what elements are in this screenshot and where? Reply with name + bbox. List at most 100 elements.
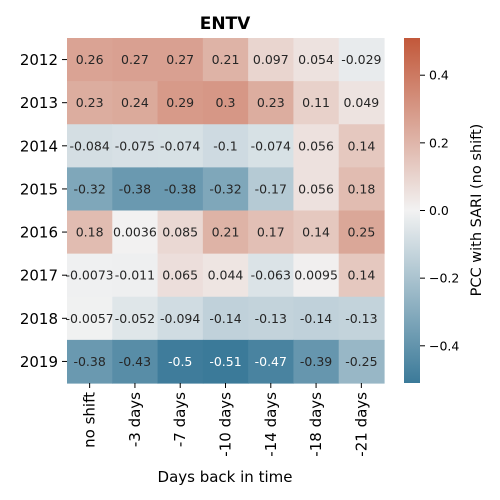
- heatmap-cell: [248, 339, 295, 384]
- cell-value-label: -0.075: [115, 138, 155, 153]
- heatmap-cell: [112, 124, 159, 168]
- heatmap-cell: [202, 339, 249, 384]
- heatmap-cell: [293, 81, 340, 125]
- cell-value-label: 0.27: [166, 52, 194, 67]
- cell-value-label: -0.14: [300, 311, 332, 326]
- x-tick-label: -18 days: [307, 392, 325, 457]
- heatmap-cell: [157, 296, 204, 341]
- cell-value-label: -0.32: [209, 181, 241, 196]
- cell-value-label: 0.25: [347, 225, 375, 240]
- cell-value-label: -0.17: [255, 181, 287, 196]
- heatmap-cell: [157, 124, 204, 168]
- y-tick-label: 2018: [20, 310, 58, 328]
- cell-value-label: -0.13: [345, 311, 377, 326]
- cell-value-label: 0.0095: [294, 268, 338, 283]
- cell-value-label: -0.43: [119, 354, 151, 369]
- cell-value-label: 0.3: [216, 95, 236, 110]
- colorbar-gradient: [404, 38, 420, 383]
- cell-value-label: -0.1: [213, 138, 237, 153]
- heatmap-cell: [67, 167, 113, 212]
- cell-value-label: 0.065: [162, 268, 198, 283]
- heatmap-cell: [67, 296, 113, 341]
- y-tick-label: 2016: [20, 224, 58, 242]
- colorbar-tick-label: −0.4: [429, 338, 459, 353]
- cell-value-label: -0.14: [209, 311, 241, 326]
- cell-value-label: 0.0036: [113, 225, 157, 240]
- cell-value-label: -0.0057: [66, 311, 114, 326]
- cell-value-label: -0.074: [251, 138, 291, 153]
- y-tick-label: 2017: [20, 267, 58, 285]
- heatmap-cell: [157, 38, 204, 82]
- heatmap-cell: [67, 253, 113, 298]
- heatmap-cell: [202, 210, 249, 255]
- heatmap-cell: [67, 339, 113, 384]
- cell-value-label: -0.084: [69, 138, 109, 153]
- heatmap-cell: [67, 210, 113, 255]
- heatmap-cell: [338, 296, 385, 341]
- heatmap-cell: [112, 167, 159, 212]
- heatmap-cell: [202, 253, 249, 298]
- cell-value-label: -0.5: [168, 354, 192, 369]
- heatmap-cell: [157, 210, 204, 255]
- cell-value-label: -0.38: [73, 354, 105, 369]
- colorbar-label: PCC with SARI (no shift): [469, 124, 485, 297]
- heatmap-cell: [293, 210, 340, 255]
- heatmap-cell: [67, 38, 113, 82]
- chart-title: ENTV: [200, 14, 251, 34]
- heatmap-cell: [338, 124, 385, 168]
- cell-value-label: -0.0073: [66, 268, 114, 283]
- cell-value-label: 0.044: [208, 268, 244, 283]
- x-tick-labels: no shift -3 days -7 days -10 days -14 days -1…: [81, 383, 370, 457]
- cell-value-label: -0.25: [345, 354, 377, 369]
- heatmap-cell: [202, 296, 249, 341]
- heatmap-cell: [293, 339, 340, 384]
- y-tick-labels: 2012 2013 2014 2015 2016 2017 2018 2019: [20, 51, 67, 371]
- heatmap-cell: [338, 38, 385, 82]
- cell-value-label: -0.13: [255, 311, 287, 326]
- heatmap-cell: [202, 167, 249, 212]
- heatmap-cell: [293, 253, 340, 298]
- x-tick-label: -14 days: [262, 392, 280, 457]
- heatmap-cell: [338, 81, 385, 125]
- colorbar-tick-label: −0.2: [429, 271, 459, 286]
- cell-value-label: 0.085: [162, 225, 198, 240]
- cell-value-label: 0.23: [76, 95, 104, 110]
- heatmap-cell: [248, 167, 295, 212]
- x-tick-label: -3 days: [126, 392, 144, 447]
- x-tick-label: -10 days: [217, 392, 235, 457]
- heatmap-cell: [112, 81, 159, 125]
- cell-value-label: 0.14: [347, 138, 375, 153]
- cell-value-label: -0.51: [209, 354, 241, 369]
- cell-value-label: 0.056: [298, 181, 334, 196]
- colorbar-tick-label: 0.2: [429, 135, 449, 150]
- heatmap-cell: [157, 253, 204, 298]
- heatmap-cell: [293, 124, 340, 168]
- cell-value-label: 0.27: [121, 52, 149, 67]
- y-tick-label: 2019: [20, 353, 58, 371]
- heatmap-cell: [338, 253, 385, 298]
- cell-value-label: 0.21: [212, 225, 240, 240]
- cell-value-label: -0.38: [119, 181, 151, 196]
- heatmap-cell: [248, 38, 295, 82]
- colorbar: 0.4 0.2 0.0 −0.2 −0.4 PCC with SARI (no shif…: [404, 38, 485, 383]
- heatmap-cell: [338, 210, 385, 255]
- cell-value-label: 0.26: [76, 52, 104, 67]
- cell-value-label: -0.029: [341, 52, 381, 67]
- x-tick-label: -7 days: [171, 392, 189, 447]
- cell-value-label: 0.049: [343, 95, 379, 110]
- heatmap-cell: [202, 124, 249, 168]
- heatmap-cell: [112, 296, 159, 341]
- x-axis-label: Days back in time: [158, 468, 293, 486]
- cell-value-label: 0.17: [257, 225, 285, 240]
- heatmap-cell: [248, 253, 295, 298]
- heatmap-cell: [338, 167, 385, 212]
- cell-value-label: 0.18: [76, 225, 104, 240]
- cell-value-label: -0.011: [115, 268, 155, 283]
- heatmap-cell: [67, 124, 113, 168]
- y-tick-label: 2014: [20, 137, 58, 155]
- heatmap-cell: [338, 339, 385, 384]
- heatmap-cell: [293, 296, 340, 341]
- heatmap-cells: 0.26 0.27 0.27 0.21 0.097 0.054 -0.029 0.23 0.24…: [66, 38, 385, 384]
